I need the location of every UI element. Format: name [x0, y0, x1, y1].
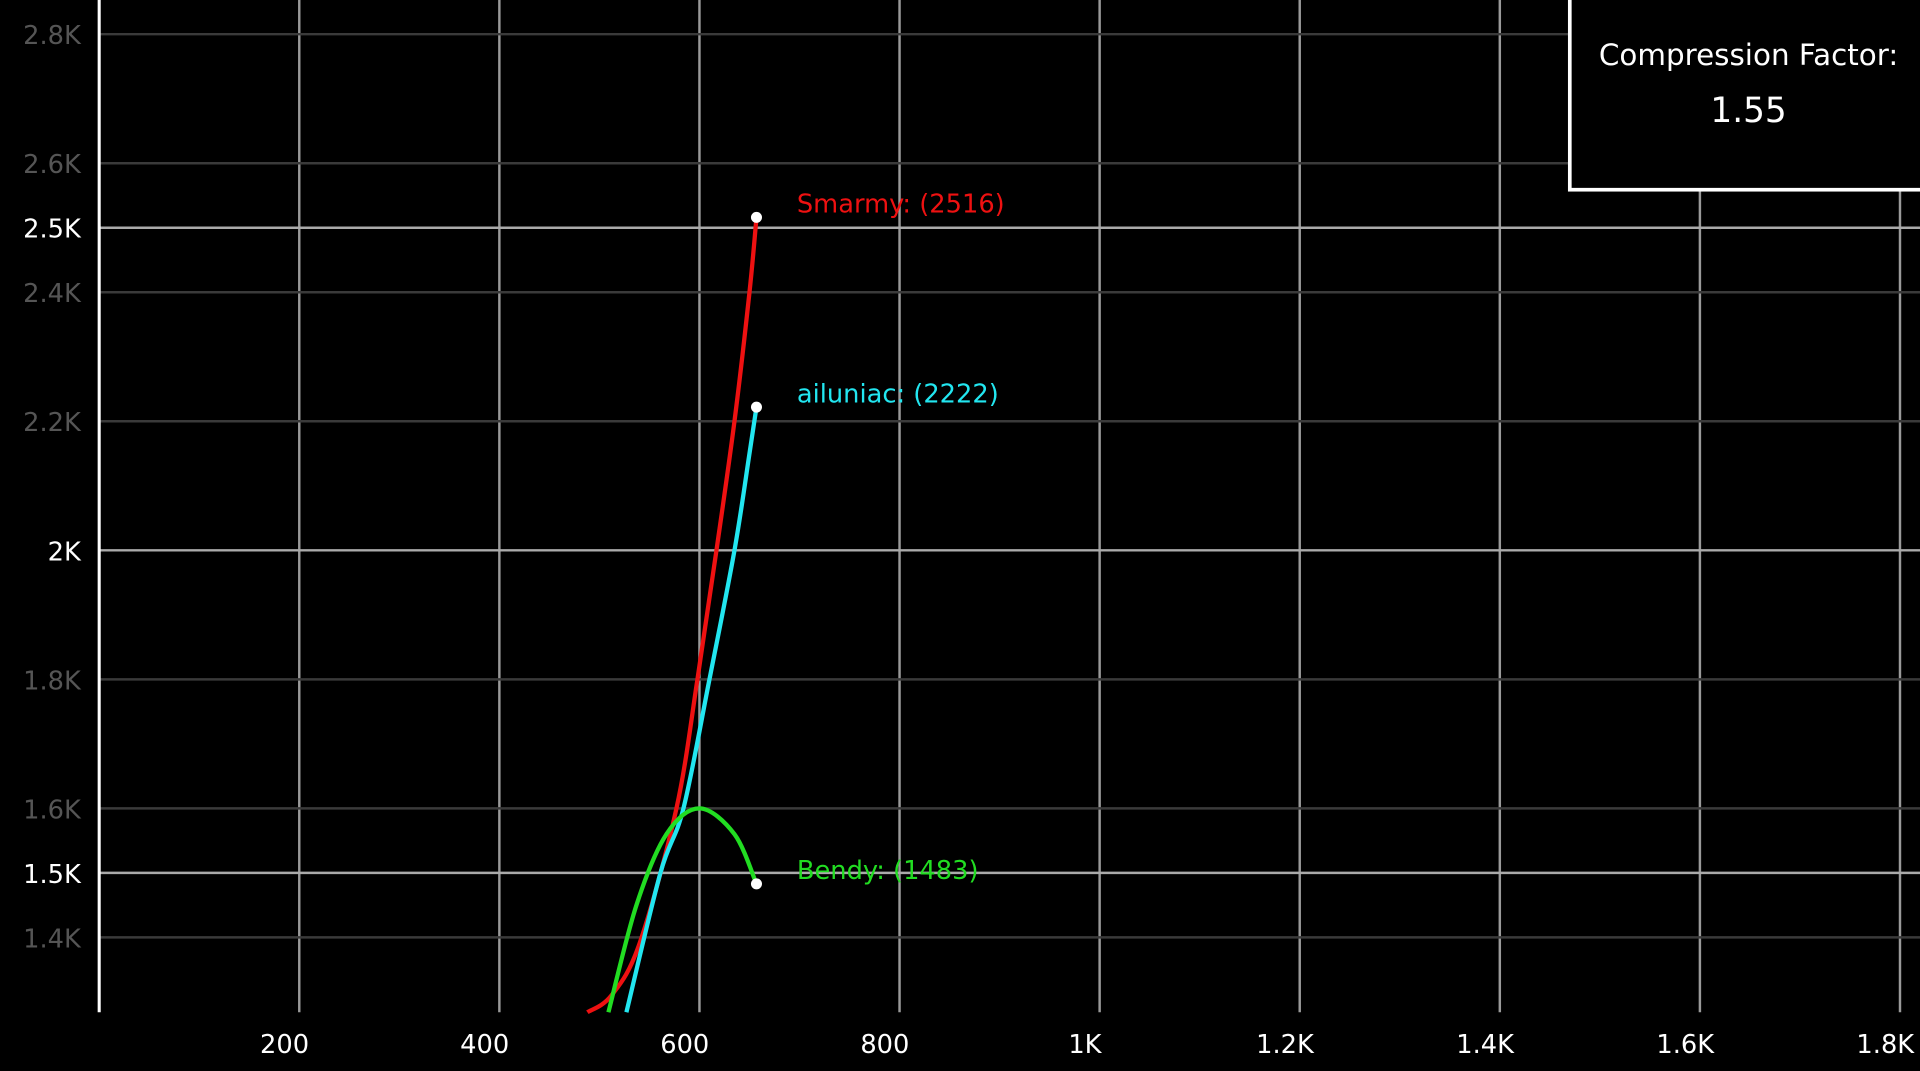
info-box — [1567, 0, 1920, 192]
series-label: ailuniac: (2222) — [797, 379, 999, 409]
end-point — [750, 401, 762, 413]
y-tick-label: 2.2K — [23, 408, 82, 438]
y-tick-label: 2.6K — [23, 150, 82, 180]
series-label: Smarmy: (2516) — [797, 190, 1005, 220]
y-tick-label: 2.5K — [23, 215, 82, 245]
x-tick-label: 1.6K — [1656, 1030, 1715, 1060]
x-tick-label: 800 — [860, 1030, 909, 1060]
end-point — [750, 878, 762, 890]
x-tick-label: 1K — [1068, 1030, 1102, 1060]
lines: Smarmy: (2516) ailuniac: (2222) Bendy: (14… — [586, 190, 1005, 1015]
series-line — [586, 217, 759, 1015]
end-point — [750, 211, 762, 223]
y-tick-label: 1.4K — [23, 924, 82, 954]
y-tick-label: 2.8K — [23, 21, 82, 51]
y-tick-label: 1.8K — [23, 666, 82, 696]
x-tick-label: 200 — [260, 1030, 309, 1060]
y-tick-label: 1.6K — [23, 795, 82, 825]
x-tick-label: 400 — [460, 1030, 509, 1060]
x-tick-label: 1.8K — [1856, 1030, 1915, 1060]
x-tick-label: 600 — [660, 1030, 709, 1060]
y-tick-label: 2K — [48, 537, 82, 567]
y-tick-label: 1.5K — [23, 860, 82, 890]
series-line — [624, 406, 759, 1013]
info-value: 1.55 — [1710, 91, 1786, 131]
series-line — [606, 806, 759, 1013]
x-tick-label: 1.2K — [1256, 1030, 1315, 1060]
series-label: Bendy: (1483) — [797, 856, 979, 886]
y-tick-label: 2.4K — [23, 279, 82, 309]
info-title: Compression Factor: — [1599, 38, 1898, 72]
x-tick-label: 1.4K — [1456, 1030, 1515, 1060]
